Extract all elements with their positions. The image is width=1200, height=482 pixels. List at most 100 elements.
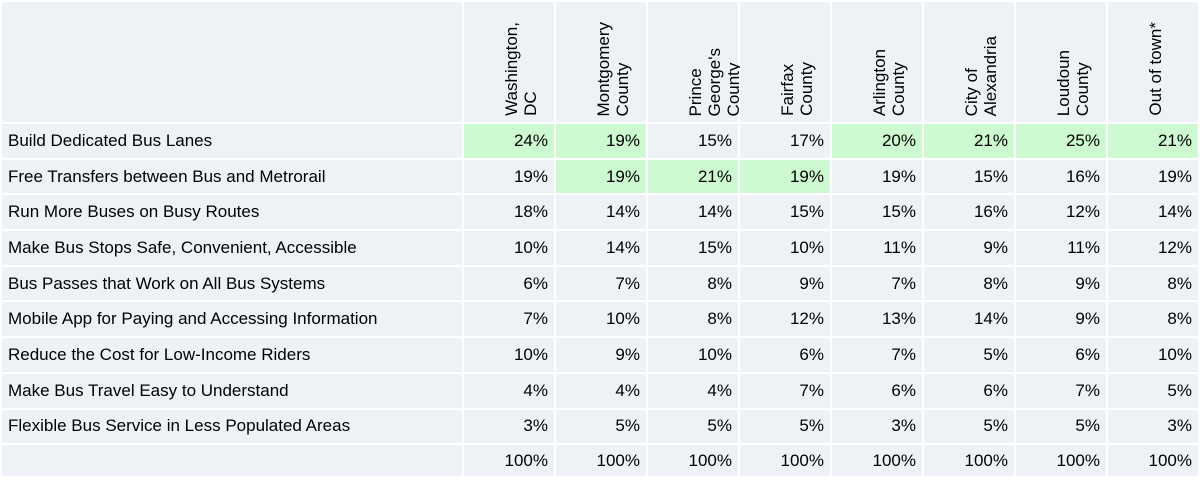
table-row: Make Bus Stops Safe, Convenient, Accessi… [2, 231, 1198, 265]
column-header: Loudoun County [1016, 2, 1106, 122]
value-cell: 8% [924, 266, 1014, 301]
row-label: Free Transfers between Bus and Metrorail [2, 159, 462, 194]
value-cell: 15% [648, 231, 738, 265]
row-label: Reduce the Cost for Low-Income Riders [2, 338, 462, 372]
row-label: Bus Passes that Work on All Bus Systems [2, 266, 462, 301]
column-header: Montgomery County [556, 2, 646, 122]
row-label: Make Bus Stops Safe, Convenient, Accessi… [2, 231, 462, 265]
row-label: Make Bus Travel Easy to Understand [2, 373, 462, 408]
row-label: Mobile App for Paying and Accessing Info… [2, 302, 462, 337]
value-cell: 7% [740, 373, 830, 408]
value-cell: 14% [924, 302, 1014, 337]
value-cell: 9% [740, 266, 830, 301]
table-row: Run More Buses on Busy Routes 18% 14% 14% 15… [2, 195, 1198, 230]
value-cell: 11% [832, 231, 922, 265]
value-cell: 18% [464, 195, 554, 230]
total-cell: 100% [556, 445, 646, 477]
highlighted-value-cell: 19% [556, 124, 646, 158]
value-cell: 10% [556, 302, 646, 337]
table-row: Free Transfers between Bus and Metrorail… [2, 159, 1198, 194]
column-header-label: Out of town* [1146, 22, 1165, 116]
value-cell: 12% [1108, 231, 1198, 265]
column-header: Arlington County [832, 2, 922, 122]
highlighted-value-cell: 20% [832, 124, 922, 158]
total-cell: 100% [740, 445, 830, 477]
value-cell: 9% [556, 338, 646, 372]
value-cell: 6% [832, 373, 922, 408]
value-cell: 6% [740, 338, 830, 372]
value-cell: 9% [924, 231, 1014, 265]
value-cell: 15% [740, 195, 830, 230]
value-cell: 8% [648, 302, 738, 337]
value-cell: 10% [464, 338, 554, 372]
table-row: Build Dedicated Bus Lanes 24% 19% 15% 17% 20%… [2, 124, 1198, 158]
column-header-label: Loudoun County [1054, 49, 1092, 116]
value-cell: 9% [1016, 266, 1106, 301]
value-cell: 15% [924, 159, 1014, 194]
total-cell: 100% [464, 445, 554, 477]
value-cell: 3% [464, 409, 554, 444]
value-cell: 14% [648, 195, 738, 230]
value-cell: 5% [1016, 409, 1106, 444]
totals-label-cell [2, 445, 462, 477]
value-cell: 4% [464, 373, 554, 408]
value-cell: 19% [832, 159, 922, 194]
value-cell: 7% [832, 266, 922, 301]
totals-row: 100% 100% 100% 100% 100% 100% 100% 100% [2, 445, 1198, 477]
column-header: Washington, DC [464, 2, 554, 122]
value-cell: 6% [464, 266, 554, 301]
value-cell: 10% [1108, 338, 1198, 372]
value-cell: 4% [556, 373, 646, 408]
value-cell: 6% [924, 373, 1014, 408]
corner-cell [2, 2, 462, 122]
column-header: City of Alexandria [924, 2, 1014, 122]
value-cell: 8% [1108, 302, 1198, 337]
value-cell: 16% [924, 195, 1014, 230]
column-header: Prince George's County [648, 2, 743, 122]
value-cell: 15% [648, 124, 738, 158]
column-header-label: Fairfax County [778, 62, 816, 116]
value-cell: 5% [924, 409, 1014, 444]
row-label: Build Dedicated Bus Lanes [2, 124, 462, 158]
value-cell: 6% [1016, 338, 1106, 372]
total-cell: 100% [1016, 445, 1106, 477]
value-cell: 19% [1108, 159, 1198, 194]
value-cell: 10% [740, 231, 830, 265]
value-cell: 14% [556, 195, 646, 230]
value-cell: 5% [1108, 373, 1198, 408]
value-cell: 19% [464, 159, 554, 194]
value-cell: 10% [648, 338, 738, 372]
row-label: Flexible Bus Service in Less Populated A… [2, 409, 462, 444]
column-header-label: Montgomery County [594, 21, 632, 116]
value-cell: 14% [1108, 195, 1198, 230]
value-cell: 8% [1108, 266, 1198, 301]
column-header-label: Arlington County [870, 48, 908, 116]
value-cell: 5% [924, 338, 1014, 372]
value-cell: 14% [556, 231, 646, 265]
highlighted-value-cell: 25% [1016, 124, 1106, 158]
value-cell: 5% [556, 409, 646, 444]
value-cell: 7% [464, 302, 554, 337]
value-cell: 3% [1108, 409, 1198, 444]
total-cell: 100% [648, 445, 738, 477]
table-row: Make Bus Travel Easy to Understand 4% 4% 4%… [2, 373, 1198, 408]
value-cell: 9% [1016, 302, 1106, 337]
value-cell: 4% [648, 373, 738, 408]
table-row: Flexible Bus Service in Less Populated A… [2, 409, 1198, 444]
highlighted-value-cell: 24% [464, 124, 554, 158]
column-header: Out of town* [1108, 2, 1198, 122]
highlighted-value-cell: 21% [1108, 124, 1198, 158]
total-cell: 100% [1108, 445, 1198, 477]
value-cell: 5% [740, 409, 830, 444]
value-cell: 5% [648, 409, 738, 444]
table-row: Mobile App for Paying and Accessing Info… [2, 302, 1198, 337]
value-cell: 16% [1016, 159, 1106, 194]
highlighted-value-cell: 21% [648, 159, 738, 194]
highlighted-value-cell: 19% [740, 159, 830, 194]
value-cell: 7% [1016, 373, 1106, 408]
value-cell: 15% [832, 195, 922, 230]
highlighted-value-cell: 21% [924, 124, 1014, 158]
column-header-label: Washington, DC [502, 22, 540, 116]
value-cell: 7% [832, 338, 922, 372]
